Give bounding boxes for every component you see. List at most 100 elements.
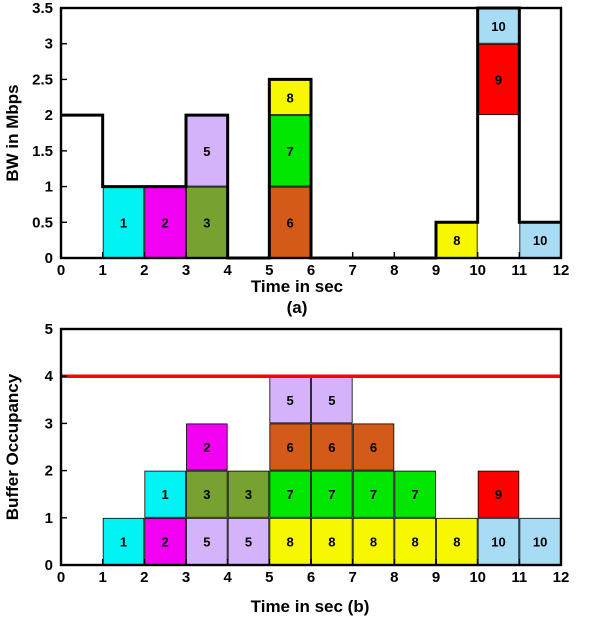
chart-b-block: 8 [394, 517, 436, 565]
chart-b-block-rect [269, 470, 311, 518]
chart-b-block: 3 [186, 470, 228, 518]
chart-b-block: 10 [519, 517, 561, 565]
chart-a-block-rect [186, 186, 228, 258]
chart-b-block-label: 6 [287, 440, 294, 455]
chart-b-block-label: 1 [162, 487, 169, 502]
chart-b-block: 6 [311, 423, 353, 471]
chart-a-block-label: 6 [287, 215, 294, 230]
chart-b-block-rect [186, 517, 228, 565]
chart-b-block-rect [269, 517, 311, 565]
chart-a-block-rect [186, 115, 228, 187]
chart-a-ytick-label: 1.5 [32, 143, 53, 160]
chart-b-block-rect [352, 423, 395, 471]
chart-b-block-label: 6 [370, 440, 377, 455]
chart-b-ylabel: Buffer Occupancy [3, 373, 22, 520]
chart-b-block-label: 7 [370, 487, 377, 502]
chart-b-block: 5 [311, 376, 353, 424]
chart-b-block: 8 [436, 517, 478, 565]
chart-a-ytick-label: 3.5 [32, 0, 53, 17]
chart-b-xlabel: Time in sec (b) [251, 597, 370, 616]
chart-b-block-label: 8 [412, 534, 419, 549]
chart-b-xtick-label: 8 [390, 569, 398, 586]
chart-b-block: 6 [352, 423, 395, 471]
chart-b-block-rect [477, 470, 520, 518]
chart-b-block-rect [227, 470, 270, 518]
chart-b-block-label: 7 [412, 487, 419, 502]
chart-a-xtick-label: 3 [182, 262, 190, 279]
chart-b-block-label: 9 [495, 487, 502, 502]
chart-b-xtick-label: 12 [553, 569, 570, 586]
chart-b-block: 7 [311, 470, 353, 518]
chart-b-block-rect [311, 470, 353, 518]
chart-a-ytick-label: 2 [45, 107, 53, 124]
chart-a-block-label: 7 [287, 144, 294, 159]
chart-b-block: 5 [186, 517, 228, 565]
chart-a-block-rect [102, 186, 145, 258]
chart-b-block-label: 6 [328, 440, 335, 455]
chart-a-panel-label: (a) [287, 298, 308, 317]
chart-a-block: 8 [436, 222, 478, 258]
chart-a-ytick-label: 0 [45, 250, 53, 267]
chart-b-block: 7 [269, 470, 311, 518]
chart-a-block-rect [477, 8, 520, 44]
chart-b-block-rect [394, 470, 436, 518]
chart-a-block-label: 9 [495, 72, 502, 87]
chart-b-block-rect [186, 423, 228, 471]
chart-a-block-rect [269, 79, 311, 116]
chart-a-block-label: 8 [453, 233, 460, 248]
chart-b-ytick-label: 0 [45, 557, 53, 574]
chart-b-block-rect [269, 423, 311, 471]
chart-b-block: 7 [394, 470, 436, 518]
chart-b-block: 3 [227, 470, 270, 518]
chart-b-block: 1 [144, 470, 186, 518]
chart-a-block: 2 [144, 186, 186, 258]
chart-a-xtick-label: 1 [98, 262, 106, 279]
chart-b-ytick-label: 3 [45, 415, 53, 432]
chart-a-xlabel: Time in sec [251, 277, 343, 296]
chart-a-ylabel: BW in Mbps [3, 84, 22, 181]
chart-a-block-label: 3 [203, 215, 210, 230]
chart-b-xtick-label: 6 [307, 569, 315, 586]
chart-b-xtick-label: 2 [140, 569, 148, 586]
chart-a-block: 6 [269, 186, 311, 258]
chart-b-block-rect [352, 470, 395, 518]
chart-b-ytick-label: 1 [45, 510, 53, 527]
chart-b-block-label: 7 [328, 487, 335, 502]
chart-b-ytick-label: 5 [45, 321, 53, 338]
chart-b-block-label: 8 [287, 534, 294, 549]
chart-a-ytick-label: 3 [45, 36, 53, 53]
chart-b-block-label: 10 [491, 534, 505, 549]
chart-b-block: 8 [269, 517, 311, 565]
chart-b-block: 10 [477, 517, 520, 565]
chart-b-block: 1 [102, 517, 145, 565]
chart-b-block: 5 [269, 376, 311, 424]
chart-b-block-label: 5 [203, 534, 210, 549]
chart-a-block-label: 8 [287, 90, 294, 105]
chart-b-block-rect [144, 470, 186, 518]
chart-b-block-label: 3 [203, 487, 210, 502]
chart-a-xtick-label: 12 [553, 262, 570, 279]
chart-b-block-label: 10 [533, 534, 547, 549]
chart-b-block-rect [519, 517, 561, 565]
chart-a-xtick-label: 6 [307, 262, 315, 279]
chart-a-block-label: 10 [533, 233, 547, 248]
chart-a-block-label: 1 [120, 215, 127, 230]
chart-b-block-label: 8 [453, 534, 460, 549]
chart-a-xtick-label: 11 [511, 262, 527, 279]
chart-b-block: 7 [352, 470, 395, 518]
chart-a-block-label: 10 [491, 19, 505, 34]
chart-b-block-rect [311, 517, 353, 565]
chart-b-block: 2 [144, 517, 186, 565]
chart-b-block-rect [144, 517, 186, 565]
chart-b-block-rect [436, 517, 478, 565]
chart-a-ytick-label: 2.5 [32, 71, 53, 88]
chart-b-ytick-label: 4 [45, 368, 54, 385]
chart-a-block: 10 [477, 8, 520, 44]
chart-b-xtick-label: 3 [182, 569, 190, 586]
chart-b-block: 8 [311, 517, 353, 565]
chart-b-block: 9 [477, 470, 520, 518]
chart-a-block: 9 [477, 43, 520, 116]
chart-a-block-rect [144, 186, 186, 258]
